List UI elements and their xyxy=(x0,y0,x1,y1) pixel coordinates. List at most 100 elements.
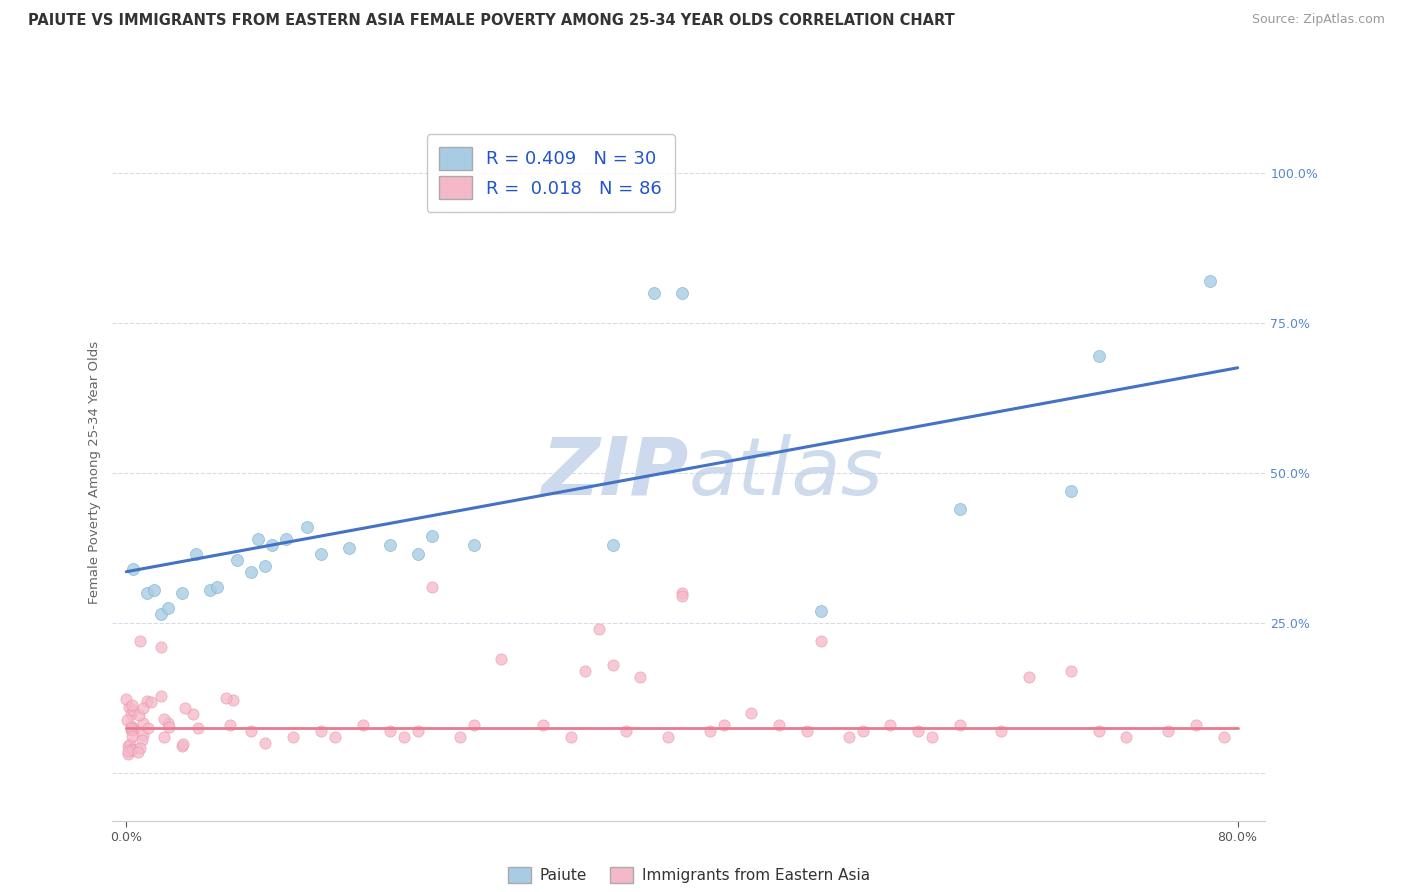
Point xyxy=(323,730,346,744)
Point xyxy=(121,698,143,712)
Point xyxy=(254,558,277,573)
Point xyxy=(127,745,149,759)
Point xyxy=(120,718,142,732)
Point xyxy=(136,721,159,735)
Point xyxy=(132,716,155,731)
Point xyxy=(420,580,443,594)
Point xyxy=(1018,670,1040,684)
Point xyxy=(1157,723,1180,738)
Point xyxy=(574,664,596,678)
Point xyxy=(247,532,270,546)
Point xyxy=(129,633,152,648)
Point xyxy=(122,723,145,738)
Point xyxy=(128,708,150,723)
Point xyxy=(122,703,145,717)
Point xyxy=(219,718,242,732)
Point xyxy=(406,723,429,738)
Point xyxy=(240,723,263,738)
Point xyxy=(309,547,332,561)
Point xyxy=(740,706,762,720)
Text: Source: ZipAtlas.com: Source: ZipAtlas.com xyxy=(1251,13,1385,27)
Point xyxy=(117,700,139,714)
Point xyxy=(120,723,142,737)
Point xyxy=(449,730,471,744)
Point xyxy=(254,736,277,750)
Point xyxy=(117,739,139,754)
Point xyxy=(240,565,263,579)
Point xyxy=(156,715,179,730)
Point xyxy=(181,706,204,721)
Point xyxy=(921,730,943,744)
Point xyxy=(117,747,139,762)
Point xyxy=(628,670,651,684)
Point xyxy=(198,582,221,597)
Point xyxy=(143,582,166,597)
Point xyxy=(295,520,318,534)
Point xyxy=(352,717,374,731)
Point xyxy=(115,692,138,706)
Legend: Paiute, Immigrants from Eastern Asia: Paiute, Immigrants from Eastern Asia xyxy=(502,862,876,889)
Point xyxy=(796,723,818,738)
Point xyxy=(1198,274,1220,288)
Point xyxy=(120,737,142,751)
Point xyxy=(337,541,360,555)
Point xyxy=(1185,717,1208,731)
Point xyxy=(136,585,159,599)
Point xyxy=(132,728,155,742)
Point xyxy=(420,529,443,543)
Point xyxy=(226,552,249,567)
Point xyxy=(152,712,174,726)
Point xyxy=(1115,730,1137,744)
Point xyxy=(643,285,665,300)
Point xyxy=(1212,730,1234,744)
Point xyxy=(115,714,138,728)
Point xyxy=(810,604,832,618)
Point xyxy=(616,723,638,738)
Point xyxy=(274,532,297,546)
Point xyxy=(713,717,735,731)
Point xyxy=(131,732,153,747)
Point xyxy=(588,622,610,636)
Point xyxy=(281,730,304,744)
Point xyxy=(949,717,972,731)
Point xyxy=(1060,483,1083,498)
Point xyxy=(699,723,721,738)
Point xyxy=(463,717,485,731)
Point xyxy=(879,717,901,731)
Point xyxy=(222,693,245,707)
Point xyxy=(120,722,142,736)
Point xyxy=(560,730,582,744)
Point xyxy=(1087,723,1109,738)
Point xyxy=(851,723,873,738)
Point xyxy=(121,721,143,735)
Y-axis label: Female Poverty Among 25-34 Year Olds: Female Poverty Among 25-34 Year Olds xyxy=(89,342,101,604)
Point xyxy=(531,717,554,731)
Point xyxy=(380,723,402,738)
Point xyxy=(602,538,624,552)
Point xyxy=(120,706,142,721)
Point xyxy=(205,580,228,594)
Point xyxy=(990,723,1012,738)
Point xyxy=(392,730,415,744)
Point xyxy=(150,690,173,704)
Point xyxy=(262,538,284,552)
Point xyxy=(117,744,139,758)
Point xyxy=(463,538,485,552)
Point xyxy=(132,701,155,715)
Point xyxy=(309,723,332,738)
Point xyxy=(671,589,693,603)
Point xyxy=(121,742,143,756)
Point xyxy=(491,651,513,665)
Point xyxy=(184,547,207,561)
Point xyxy=(150,640,173,654)
Point xyxy=(172,738,194,752)
Point xyxy=(153,731,176,745)
Point xyxy=(380,538,402,552)
Point xyxy=(768,717,790,731)
Point xyxy=(139,695,162,709)
Point xyxy=(215,691,238,706)
Point xyxy=(157,600,180,615)
Text: atlas: atlas xyxy=(689,434,884,512)
Point xyxy=(1087,349,1109,363)
Point xyxy=(1060,664,1083,678)
